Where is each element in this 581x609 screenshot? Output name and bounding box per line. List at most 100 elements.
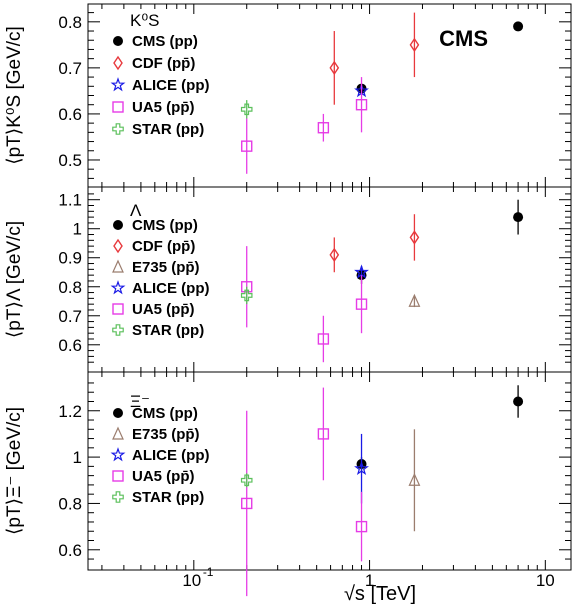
y-tick-label: 0.7 xyxy=(58,307,82,326)
marker xyxy=(354,264,369,279)
legend-label: CDF (pp̄) xyxy=(132,55,195,72)
panel-frame xyxy=(87,3,572,188)
y-tick-label: 1 xyxy=(73,220,82,239)
legend-label: UA5 (pp̄) xyxy=(132,99,195,116)
legend-label: E735 (pp̄) xyxy=(132,259,200,276)
marker xyxy=(112,491,124,503)
legend-label: STAR (pp) xyxy=(132,489,204,506)
x-axis-label: √s [TeV] xyxy=(344,583,416,605)
marker xyxy=(329,60,340,76)
marker xyxy=(112,123,124,135)
legend-entry: CDF (pp̄) xyxy=(113,55,195,72)
series-star-pp xyxy=(240,473,253,488)
marker xyxy=(355,99,368,111)
x-tick-base: 1 xyxy=(365,571,374,590)
marker xyxy=(408,472,421,486)
series-cdf-pp xyxy=(329,214,420,273)
x-tick-exponent: -1 xyxy=(203,565,214,579)
marker xyxy=(355,298,368,310)
legend-entry: CMS (pp) xyxy=(113,33,198,50)
legend-entry: CMS (pp) xyxy=(113,217,198,234)
x-tick-label: 1 xyxy=(365,571,374,590)
marker xyxy=(241,497,253,510)
marker xyxy=(112,259,124,273)
panel-frame xyxy=(87,371,572,571)
x-tick-base: 10 xyxy=(182,571,201,590)
y-tick-label: 0.7 xyxy=(58,59,82,78)
y-tick-label: 0.8 xyxy=(58,13,82,32)
legend-entry: STAR (pp) xyxy=(112,489,204,506)
series-cms-pp xyxy=(356,385,524,471)
series-e735-pp xyxy=(408,293,421,308)
y-tick-label: 0.6 xyxy=(58,541,82,560)
marker xyxy=(409,230,420,245)
legend-entry: UA5 (pp̄) xyxy=(112,301,195,318)
legend-entry: CMS (pp) xyxy=(113,405,198,422)
panels: 0.5 0.6 0.7 0.8 ⟨pT⟩K⁰S [GeV/c] K⁰S CMS (pp) CD… xyxy=(4,3,572,597)
legend-label: UA5 (pp̄) xyxy=(132,468,195,485)
panel-label: Λ xyxy=(130,201,142,220)
panel-label: K⁰S xyxy=(130,11,160,30)
legend-entry: ALICE (pp) xyxy=(110,77,209,94)
y-tick-label: 0.6 xyxy=(58,105,82,124)
legend-label: ALICE (pp) xyxy=(132,280,209,297)
marker xyxy=(240,474,253,487)
marker xyxy=(110,77,126,92)
marker xyxy=(317,122,330,134)
legend-entry: STAR (pp) xyxy=(112,121,204,138)
marker xyxy=(354,460,369,476)
legend-label: CMS (pp) xyxy=(132,217,198,234)
marker xyxy=(513,396,524,407)
y-axis-label: ⟨pT⟩Ξ⁻ [GeV/c] xyxy=(4,407,25,535)
x-tick-base: 10 xyxy=(536,571,555,590)
marker xyxy=(113,408,123,418)
marker xyxy=(513,212,524,223)
legend-label: STAR (pp) xyxy=(132,121,204,138)
y-tick-label: 0.9 xyxy=(58,249,82,268)
legend-label: STAR (pp) xyxy=(132,322,204,339)
x-axis: 10 -1 1 10 xyxy=(182,565,554,590)
y-tick-label: 0.5 xyxy=(58,151,82,170)
marker xyxy=(513,21,524,32)
x-tick-label: 10 xyxy=(536,571,555,590)
legend-label: CMS (pp) xyxy=(132,405,198,422)
legend-entry: E735 (pp̄) xyxy=(112,426,200,443)
series-cms-pp xyxy=(356,199,524,284)
series-ua5-pp xyxy=(241,77,368,174)
marker xyxy=(110,280,126,295)
y-tick-label: 0.6 xyxy=(58,336,82,355)
y-tick-label: 0.8 xyxy=(58,278,82,297)
legend-entry: ALICE (pp) xyxy=(110,280,209,297)
legend-label: CDF (pp̄) xyxy=(132,238,195,255)
y-tick-label: 1.1 xyxy=(58,191,82,210)
legend-entry: STAR (pp) xyxy=(112,322,204,339)
legend-entry: UA5 (pp̄) xyxy=(112,99,195,116)
legend-label: ALICE (pp) xyxy=(132,447,209,464)
y-tick-label: 1.2 xyxy=(58,402,82,421)
marker xyxy=(112,470,124,482)
marker xyxy=(408,293,421,307)
y-tick-label: 0.8 xyxy=(58,494,82,513)
marker xyxy=(355,520,368,533)
marker xyxy=(240,103,253,116)
marker xyxy=(240,289,253,302)
marker xyxy=(112,101,124,113)
legend-label: ALICE (pp) xyxy=(132,77,209,94)
marker xyxy=(113,238,123,254)
legend-entry: UA5 (pp̄) xyxy=(112,468,195,485)
series-star-pp xyxy=(240,286,253,305)
panel-label: Ξ⁻ xyxy=(130,392,150,411)
legend-label: UA5 (pp̄) xyxy=(132,301,195,318)
legend-label: E735 (pp̄) xyxy=(132,426,200,443)
marker xyxy=(112,324,124,336)
legend-entry: E735 (pp̄) xyxy=(112,259,200,276)
legend-label: CMS (pp) xyxy=(132,33,198,50)
series-ua5-pp xyxy=(241,387,368,597)
x-tick-label: 10 -1 xyxy=(182,565,213,590)
marker xyxy=(317,333,330,345)
series-e735-pp xyxy=(408,429,421,532)
marker xyxy=(409,37,420,53)
panel-3: 0.6 0.8 1 1.2 ⟨pT⟩Ξ⁻ [GeV/c] Ξ⁻CMS (pp) E735 (… xyxy=(4,371,572,597)
